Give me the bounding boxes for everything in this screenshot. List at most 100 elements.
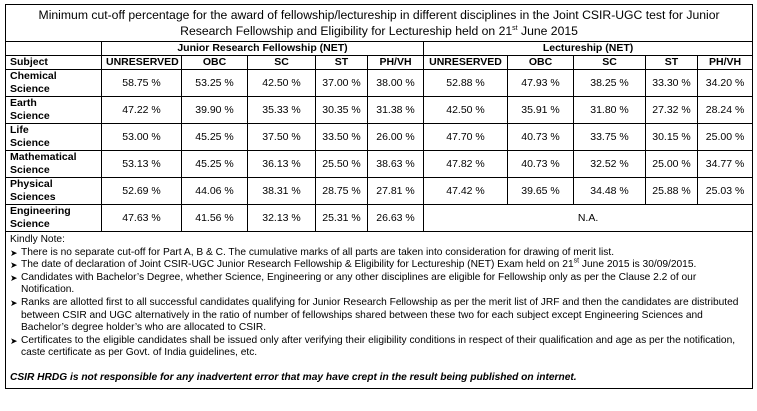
- table-cell: 34.20 %: [696, 69, 754, 97]
- table-cell: 30.35 %: [315, 96, 368, 124]
- subject-cell: Physical Sciences: [5, 177, 102, 205]
- table-cell: 44.06 %: [181, 177, 248, 205]
- table-row: Mathematical Science 53.13 % 45.25 % 36.1…: [5, 150, 754, 178]
- lect-col-header: ST: [645, 55, 698, 70]
- table-cell: 37.00 %: [315, 69, 368, 97]
- jrf-col-header: PH/VH: [367, 55, 424, 70]
- table-cell: 25.31 %: [315, 204, 368, 232]
- table-cell: 47.63 %: [101, 204, 182, 232]
- table-cell: 28.24 %: [696, 96, 754, 124]
- table-cell: 25.00 %: [645, 150, 698, 178]
- table-cell: 53.13 %: [101, 150, 182, 178]
- table-cell: 47.82 %: [423, 150, 508, 178]
- subject-cell: Engineering Science: [5, 204, 102, 232]
- table-cell: 28.75 %: [315, 177, 368, 205]
- table-cell: 53.00 %: [101, 123, 182, 151]
- jrf-group-header: Junior Research Fellowship (NET): [101, 41, 424, 56]
- table-cell: 26.00 %: [367, 123, 424, 151]
- table-cell: 30.15 %: [645, 123, 698, 151]
- arrow-bullet-icon: ➤: [10, 272, 18, 283]
- table-cell: 39.90 %: [181, 96, 248, 124]
- table-cell: 47.70 %: [423, 123, 508, 151]
- arrow-bullet-icon: ➤: [10, 260, 18, 271]
- page-title: Minimum cut-off percentage for the award…: [4, 4, 754, 42]
- table-row: Engineering Science 47.63 % 41.56 % 32.13…: [5, 204, 754, 232]
- table-cell: 26.63 %: [367, 204, 424, 232]
- notes-row: Kindly Note: ➤ There is no separate cut-…: [4, 231, 754, 389]
- subject-cell: Chemical Science: [5, 69, 102, 97]
- table-cell: 47.93 %: [507, 69, 574, 97]
- group-header-row: Junior Research Fellowship (NET) Lecture…: [5, 41, 754, 56]
- table-cell: 38.00 %: [367, 69, 424, 97]
- column-header-row: Subject UNRESERVED OBC SC ST PH/VH UNRES…: [5, 55, 754, 70]
- title-line2: Research Fellowship and Eligibility for …: [180, 24, 578, 38]
- table-row: Physical Sciences 52.69 % 44.06 % 38.31 %…: [5, 177, 754, 205]
- table-cell: 36.13 %: [247, 150, 316, 178]
- subject-cell: Life Science: [5, 123, 102, 151]
- arrow-bullet-icon: ➤: [10, 247, 18, 258]
- table-cell: 31.80 %: [573, 96, 646, 124]
- table-row: Chemical Science 58.75 % 53.25 % 42.50 % …: [5, 69, 754, 97]
- table-cell: 27.32 %: [645, 96, 698, 124]
- jrf-col-header: OBC: [181, 55, 248, 70]
- lect-col-header: UNRESERVED: [423, 55, 508, 70]
- table-cell: 25.50 %: [315, 150, 368, 178]
- table-cell: 25.03 %: [696, 177, 754, 205]
- table-cell: 33.50 %: [315, 123, 368, 151]
- table-cell: 32.52 %: [573, 150, 646, 178]
- table-cell: 39.65 %: [507, 177, 574, 205]
- subject-cell: Mathematical Science: [5, 150, 102, 178]
- notes-cell: Kindly Note: ➤ There is no separate cut-…: [4, 231, 754, 389]
- table-cell: 33.30 %: [645, 69, 698, 97]
- title-row: Minimum cut-off percentage for the award…: [4, 4, 754, 42]
- lect-col-header: OBC: [507, 55, 574, 70]
- arrow-bullet-icon: ➤: [10, 335, 18, 346]
- table-cell: 31.38 %: [367, 96, 424, 124]
- table-cell: 38.25 %: [573, 69, 646, 97]
- table-cell: 27.81 %: [367, 177, 424, 205]
- table-cell: 42.50 %: [423, 96, 508, 124]
- table-cell: 37.50 %: [247, 123, 316, 151]
- table-cell: 33.75 %: [573, 123, 646, 151]
- table-cell: 25.00 %: [696, 123, 754, 151]
- note-item: ➤ There is no separate cut-off for Part …: [10, 246, 615, 258]
- table-cell: 53.25 %: [181, 69, 248, 97]
- jrf-col-header: UNRESERVED: [101, 55, 182, 70]
- table-row: Earth Science 47.22 % 39.90 % 35.33 % 30.…: [5, 96, 754, 124]
- table-cell: 40.73 %: [507, 150, 574, 178]
- table-cell: 42.50 %: [247, 69, 316, 97]
- subject-cell: Earth Science: [5, 96, 102, 124]
- table-cell: 34.48 %: [573, 177, 646, 205]
- table-cell: 34.77 %: [696, 150, 754, 178]
- note-item: ➤ Certificates to the eligible candidate…: [10, 334, 736, 359]
- note-item: ➤ The date of declaration of Joint CSIR-…: [10, 257, 697, 271]
- table-cell: 45.25 %: [181, 150, 248, 178]
- note-item: ➤ Ranks are allotted first to all succes…: [10, 296, 739, 334]
- table-cell: 32.13 %: [247, 204, 316, 232]
- table-cell: 47.42 %: [423, 177, 508, 205]
- table-cell: 41.56 %: [181, 204, 248, 232]
- lect-col-header: SC: [573, 55, 646, 70]
- lectureship-group-header: Lectureship (NET): [422, 41, 754, 56]
- table-cell: 25.88 %: [645, 177, 698, 205]
- table-cell: 45.25 %: [181, 123, 248, 151]
- notes-heading: Kindly Note:: [10, 234, 65, 245]
- table-row: Life Science 53.00 % 45.25 % 37.50 % 33.5…: [5, 123, 754, 151]
- title-line1: Minimum cut-off percentage for the award…: [38, 8, 720, 22]
- table-cell: 38.31 %: [247, 177, 316, 205]
- table-cell: 52.88 %: [423, 69, 508, 97]
- table-cell: 40.73 %: [507, 123, 574, 151]
- subject-header: Subject: [5, 55, 102, 70]
- table-cell: 35.33 %: [247, 96, 316, 124]
- table-cell: 47.22 %: [101, 96, 182, 124]
- table-cell: 52.69 %: [101, 177, 182, 205]
- table-cell: 35.91 %: [507, 96, 574, 124]
- table-cell: 38.63 %: [367, 150, 424, 178]
- cutoff-table: Minimum cut-off percentage for the award…: [4, 4, 754, 389]
- arrow-bullet-icon: ➤: [10, 297, 18, 308]
- note-item: ➤ Candidates with Bachelor’s Degree, whe…: [10, 271, 697, 296]
- lect-col-header: PH/VH: [696, 55, 754, 70]
- disclaimer: CSIR HRDG is not responsible for any ina…: [10, 371, 577, 383]
- lectureship-na-cell: N.A.: [422, 204, 754, 232]
